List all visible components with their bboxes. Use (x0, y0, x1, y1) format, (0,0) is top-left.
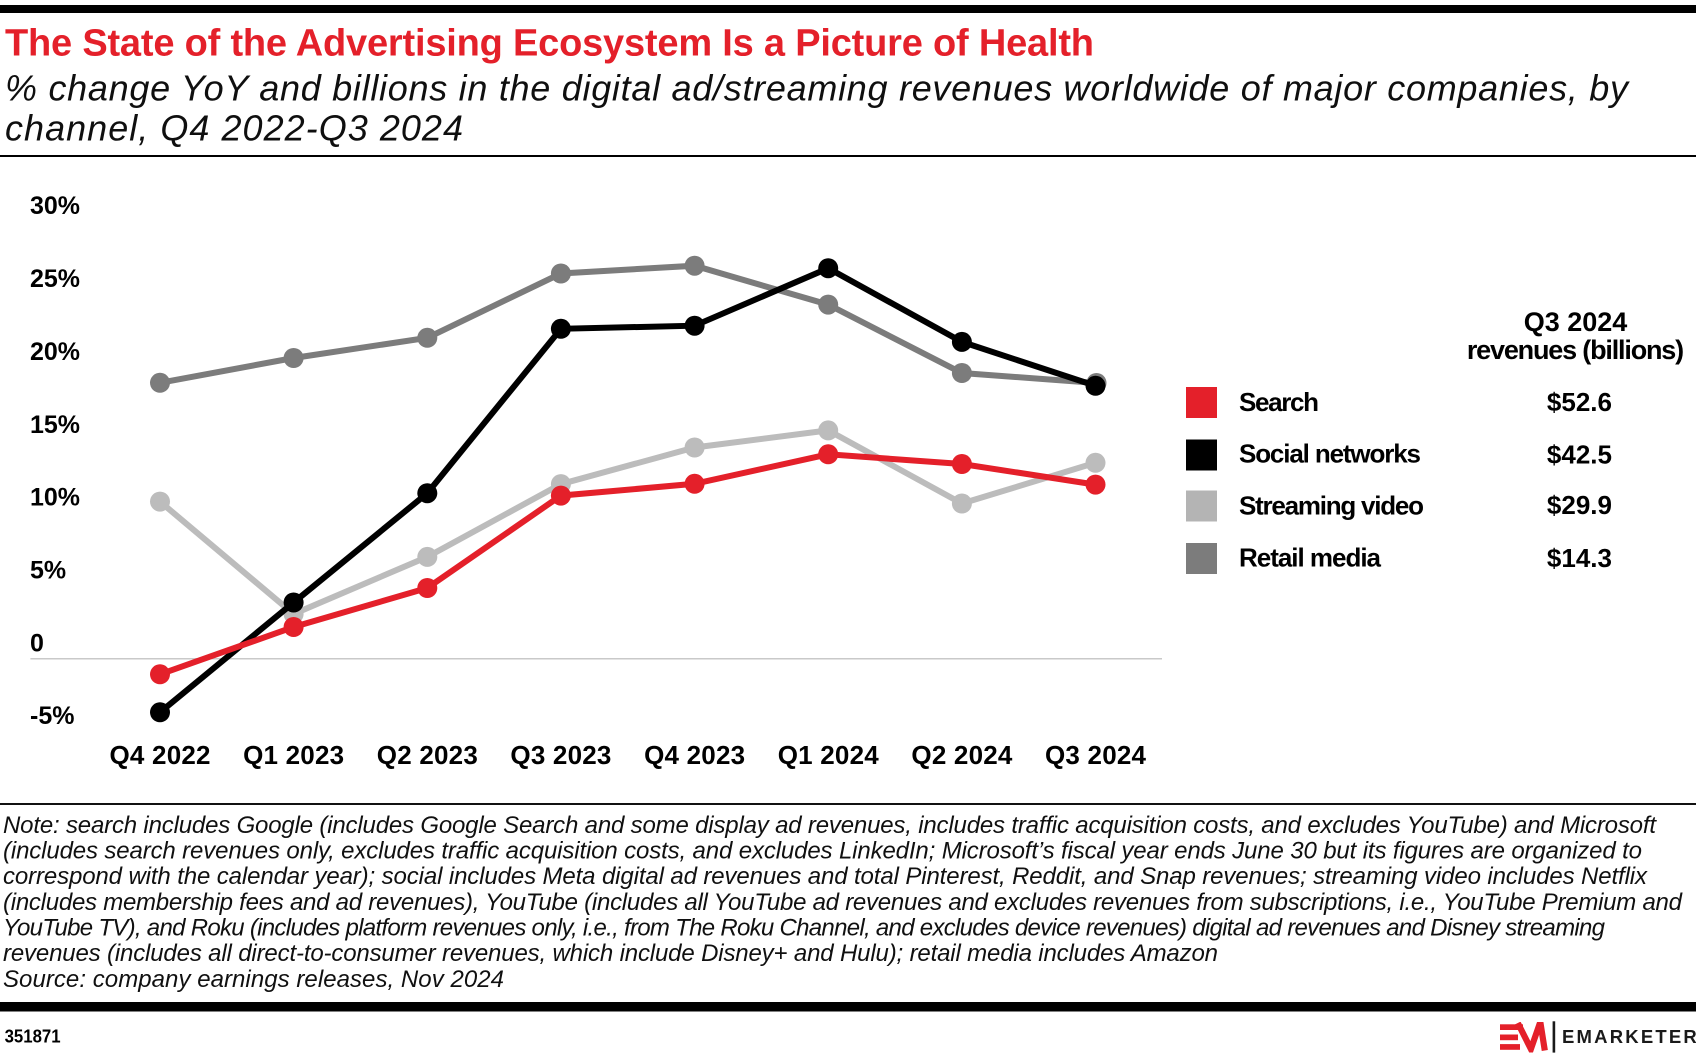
svg-text:0: 0 (30, 629, 44, 657)
svg-text:30%: 30% (30, 192, 80, 220)
svg-text:Q1 2023: Q1 2023 (243, 740, 344, 770)
svg-text:channel, Q4 2022-Q3 2024: channel, Q4 2022-Q3 2024 (5, 108, 463, 149)
svg-text:Search: Search (1239, 387, 1319, 417)
svg-text:5%: 5% (30, 557, 66, 585)
svg-text:The State of the Advertising E: The State of the Advertising Ecosystem I… (5, 22, 1094, 64)
svg-text:YouTube TV), and Roku (include: YouTube TV), and Roku (includes platform… (3, 915, 1606, 942)
svg-text:Q2 2024: Q2 2024 (911, 740, 1013, 770)
svg-text:20%: 20% (30, 338, 80, 366)
svg-text:(includes membership fees and: (includes membership fees and ad revenue… (3, 889, 1683, 916)
svg-text:Q3 2023: Q3 2023 (510, 740, 611, 770)
svg-text:(includes search revenues only: (includes search revenues only, excludes… (3, 838, 1642, 865)
svg-text:-5%: -5% (30, 702, 74, 730)
svg-text:$14.3: $14.3 (1547, 543, 1612, 573)
svg-text:$29.9: $29.9 (1547, 490, 1612, 520)
svg-text:$42.5: $42.5 (1547, 440, 1612, 470)
svg-text:Social networks: Social networks (1239, 439, 1421, 469)
svg-text:Q4 2023: Q4 2023 (644, 740, 745, 770)
svg-text:EMARKETER: EMARKETER (1562, 1026, 1696, 1047)
svg-text:revenues (includes all direct-: revenues (includes all direct-to-consume… (3, 940, 1218, 967)
svg-text:Note: search includes Google (: Note: search includes Google (includes G… (3, 812, 1657, 839)
svg-text:Q1 2024: Q1 2024 (778, 740, 880, 770)
svg-text:351871: 351871 (5, 1027, 61, 1047)
svg-text:10%: 10% (30, 484, 80, 512)
svg-text:Q3 2024: Q3 2024 (1045, 740, 1147, 770)
svg-text:Q3 2024: Q3 2024 (1524, 307, 1628, 337)
svg-text:correspond with the calendar y: correspond with the calendar year); soci… (3, 863, 1648, 890)
svg-text:Q2 2023: Q2 2023 (377, 740, 478, 770)
svg-text:Streaming video: Streaming video (1239, 491, 1424, 521)
svg-text:$52.6: $52.6 (1547, 387, 1612, 417)
svg-text:% change YoY and billions in t: % change YoY and billions in the digital… (5, 67, 1630, 108)
svg-text:15%: 15% (30, 411, 80, 439)
svg-text:Retail media: Retail media (1239, 543, 1382, 573)
svg-text:Q4 2022: Q4 2022 (110, 740, 211, 770)
svg-text:25%: 25% (30, 265, 80, 293)
svg-text:revenues (billions): revenues (billions) (1467, 335, 1684, 365)
svg-text:Source: company earnings relea: Source: company earnings releases, Nov 2… (3, 966, 504, 993)
